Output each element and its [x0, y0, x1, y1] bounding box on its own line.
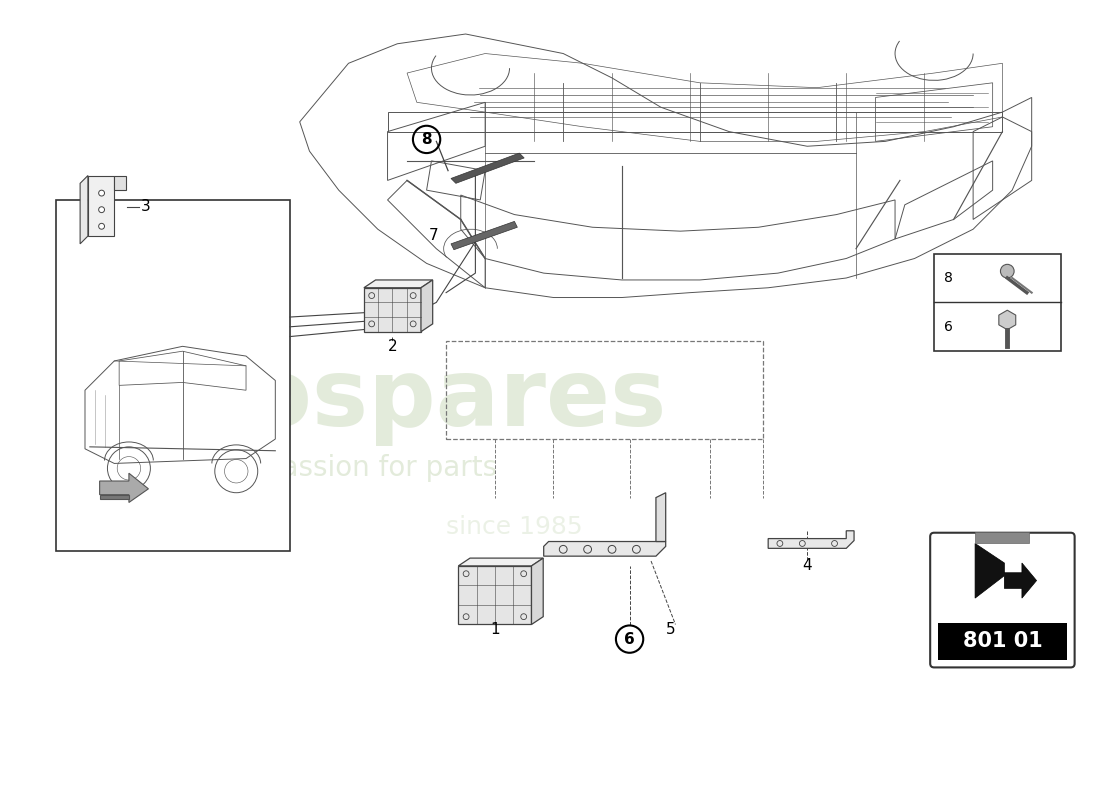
- Polygon shape: [451, 153, 525, 183]
- Text: 6: 6: [624, 632, 635, 646]
- FancyBboxPatch shape: [931, 533, 1075, 667]
- Polygon shape: [656, 493, 666, 542]
- Polygon shape: [768, 530, 854, 548]
- Text: 8: 8: [944, 271, 953, 285]
- Text: since 1985: since 1985: [447, 515, 583, 539]
- Polygon shape: [364, 288, 421, 332]
- Bar: [934, 254, 1062, 351]
- Polygon shape: [88, 175, 114, 236]
- Polygon shape: [975, 543, 1036, 598]
- Polygon shape: [114, 175, 126, 190]
- Circle shape: [1001, 264, 1014, 278]
- Text: eurospares: eurospares: [69, 354, 667, 446]
- Bar: [975, 532, 1028, 543]
- Polygon shape: [100, 494, 129, 498]
- Text: 6: 6: [944, 320, 953, 334]
- Text: 7: 7: [429, 227, 438, 242]
- Bar: [56, 200, 290, 551]
- Bar: [447, 342, 763, 439]
- Text: 2: 2: [387, 339, 397, 354]
- Text: 3: 3: [141, 199, 151, 214]
- Polygon shape: [543, 542, 666, 556]
- Text: 1: 1: [491, 622, 499, 637]
- Text: a passion for parts: a passion for parts: [239, 454, 497, 482]
- Polygon shape: [531, 558, 543, 625]
- Circle shape: [99, 206, 104, 213]
- Text: 4: 4: [802, 558, 812, 574]
- Bar: [938, 622, 1067, 660]
- Polygon shape: [451, 222, 517, 250]
- Polygon shape: [999, 310, 1015, 330]
- Polygon shape: [80, 175, 88, 244]
- Polygon shape: [100, 473, 148, 502]
- Circle shape: [99, 223, 104, 230]
- Polygon shape: [459, 558, 543, 566]
- Circle shape: [99, 190, 104, 196]
- Text: 5: 5: [666, 622, 675, 637]
- Polygon shape: [459, 566, 531, 625]
- Polygon shape: [421, 280, 432, 332]
- Text: 801 01: 801 01: [962, 631, 1043, 651]
- Polygon shape: [364, 280, 432, 288]
- Text: 8: 8: [421, 132, 432, 147]
